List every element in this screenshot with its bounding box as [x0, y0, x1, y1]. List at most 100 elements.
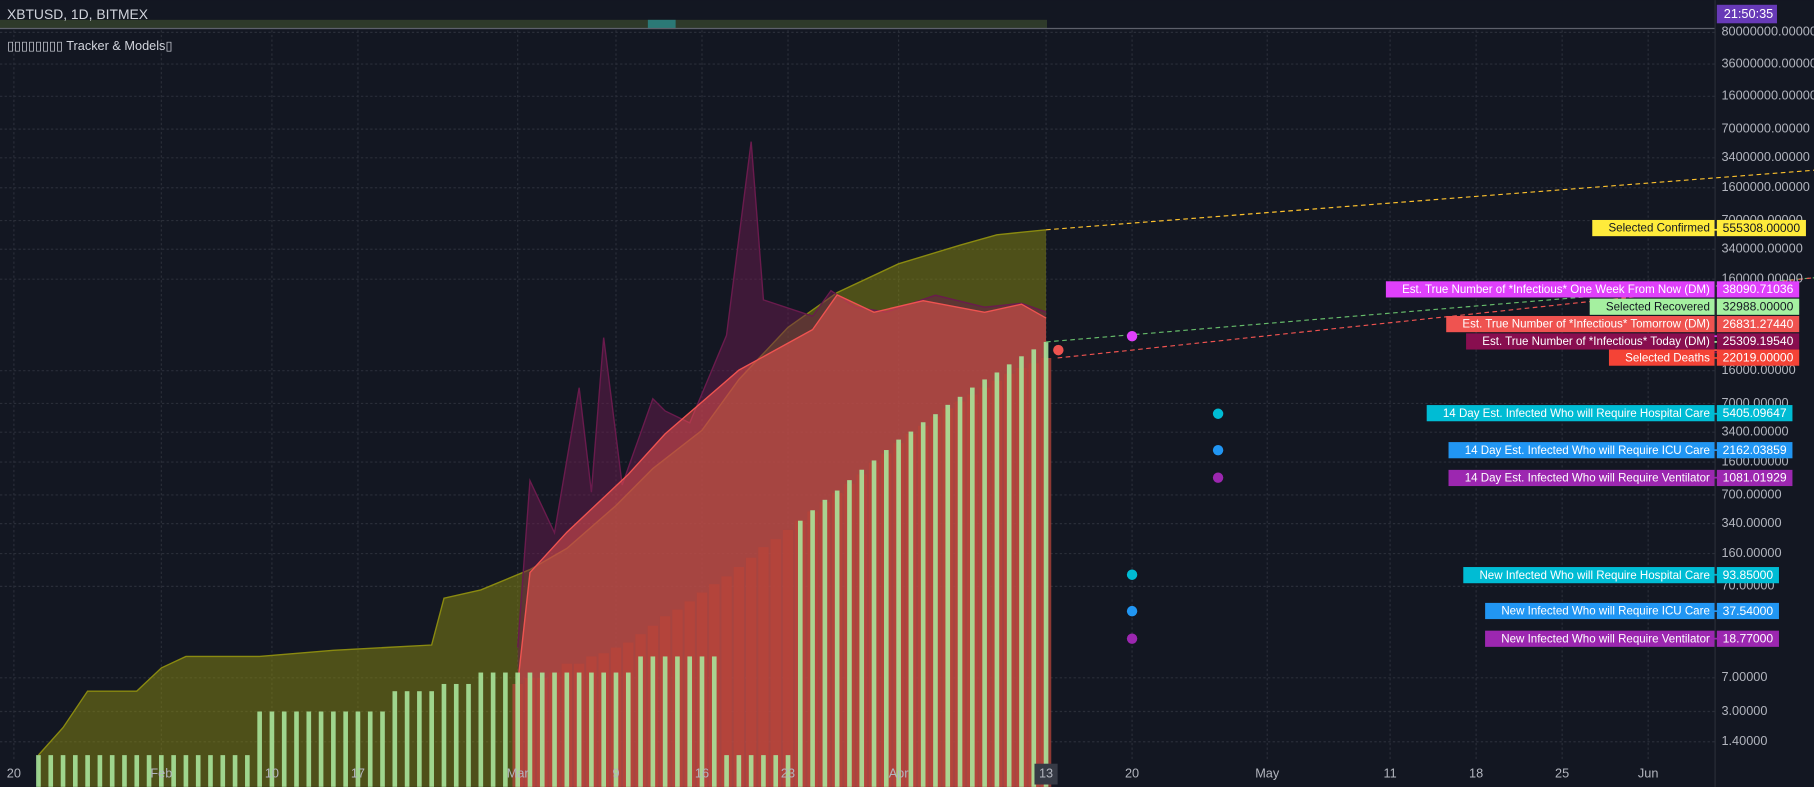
- bar: [758, 547, 769, 787]
- label-value: 22019.00000: [1723, 350, 1794, 364]
- bar: [650, 656, 656, 787]
- indicator-title: ▯▯▯▯▯▯▯▯ Tracker & Models▯: [7, 38, 172, 53]
- bar: [343, 711, 348, 787]
- bar: [36, 755, 41, 787]
- bar: [257, 711, 262, 787]
- bar: [146, 755, 152, 787]
- label-value-box: [1716, 469, 1793, 487]
- x-tick-label: May: [1255, 765, 1280, 780]
- bar: [576, 672, 582, 787]
- bar: [109, 755, 115, 787]
- x-tick-highlight: [1034, 763, 1058, 785]
- bar: [847, 480, 852, 787]
- label-name-box: [1448, 442, 1715, 459]
- label-value: 93.85000: [1723, 568, 1774, 582]
- y-tick-label: 16000000.00000: [1721, 88, 1814, 103]
- label-name-box: [1426, 405, 1715, 422]
- bar: [638, 656, 643, 787]
- x-tick-label: Feb: [150, 765, 172, 780]
- mini-strip-mark: [647, 19, 676, 30]
- projection-dot: [1126, 605, 1138, 617]
- label-name: 14 Day Est. Infected Who will Require IC…: [1465, 445, 1710, 457]
- bar: [782, 529, 794, 787]
- bar: [970, 387, 975, 787]
- x-tick-label: 13: [1039, 765, 1053, 780]
- bar: [920, 422, 926, 787]
- bar: [490, 672, 496, 787]
- label-name-box: [1592, 219, 1715, 237]
- bar: [797, 520, 803, 787]
- bar: [331, 711, 336, 787]
- bar: [982, 379, 987, 787]
- bar: [761, 755, 766, 787]
- label-value: 25309.19540: [1723, 334, 1794, 348]
- x-tick-label: 11: [1384, 765, 1397, 780]
- projection-dot: [1126, 569, 1138, 580]
- area-line: [517, 293, 1047, 685]
- bar: [85, 755, 90, 787]
- x-tick-label: Apr: [889, 765, 910, 780]
- label-name-box: [1485, 602, 1715, 620]
- bar: [994, 372, 1000, 787]
- bar: [195, 755, 201, 787]
- label-value-box: [1716, 567, 1779, 584]
- label-value-box: [1716, 602, 1779, 620]
- label-value-box: [1716, 349, 1800, 366]
- label-name: Selected Deaths: [1625, 352, 1710, 364]
- bar: [466, 683, 471, 787]
- bar: [417, 691, 422, 787]
- label-value-box: [1716, 405, 1793, 422]
- bar: [478, 672, 484, 787]
- label-name: Selected Recovered: [1606, 301, 1710, 313]
- bar: [1043, 341, 1049, 787]
- bar: [613, 672, 619, 787]
- y-tick-label: 7.00000: [1721, 669, 1767, 684]
- y-tick-label: 3.00000: [1721, 703, 1767, 718]
- bar: [220, 755, 226, 787]
- y-tick-label: 3400000.00000: [1721, 149, 1809, 164]
- label-value: 18.77000: [1723, 632, 1774, 646]
- label-name: 14 Day Est. Infected Who will Require Ho…: [1443, 408, 1710, 420]
- y-tick-label: 1.40000: [1721, 733, 1767, 748]
- bar: [822, 499, 828, 787]
- y-tick-label: 3400.00000: [1721, 424, 1788, 439]
- bar: [515, 672, 520, 787]
- label-value: 26831.27440: [1723, 317, 1794, 331]
- label-value: 555308.00000: [1723, 221, 1801, 235]
- projection-dot: [1126, 330, 1138, 342]
- bar: [60, 755, 66, 787]
- bar: [1031, 349, 1037, 787]
- label-value: 1081.01929: [1723, 471, 1787, 485]
- label-value: 2162.03859: [1723, 443, 1787, 457]
- x-tick-label: Jun: [1638, 765, 1659, 780]
- label-value-box: [1716, 315, 1800, 333]
- label-name: 14 Day Est. Infected Who will Require Ve…: [1465, 473, 1710, 485]
- bar: [281, 711, 287, 787]
- label-name-box: [1485, 630, 1715, 647]
- label-name: New Infected Who will Require Hospital C…: [1479, 570, 1709, 582]
- symbol: XBTUSD, 1D, BITMEX: [7, 6, 148, 22]
- bar: [269, 711, 275, 787]
- projection-dot: [1053, 344, 1064, 356]
- bar: [699, 656, 705, 787]
- bar: [945, 404, 951, 787]
- bar: [306, 711, 312, 787]
- bar: [134, 755, 140, 787]
- y-tick-label: 36000000.00000: [1721, 55, 1814, 70]
- bar: [453, 683, 459, 787]
- time: 21:50:35: [1724, 6, 1774, 21]
- bar: [245, 755, 250, 787]
- x-tick-label: 25: [1555, 765, 1569, 780]
- bar: [171, 755, 176, 787]
- x-tick-label: 9: [612, 765, 619, 780]
- bar: [736, 755, 742, 787]
- projection-dot: [1212, 444, 1224, 456]
- label-value-box: [1716, 333, 1800, 350]
- bar: [441, 683, 447, 787]
- bar: [294, 711, 299, 787]
- label-name: Est. True Number of *Infectious* One Wee…: [1402, 284, 1710, 296]
- label-name: Est. True Number of *Infectious* Tomorro…: [1462, 319, 1710, 331]
- projection-dot: [1212, 472, 1224, 483]
- bar: [871, 460, 877, 787]
